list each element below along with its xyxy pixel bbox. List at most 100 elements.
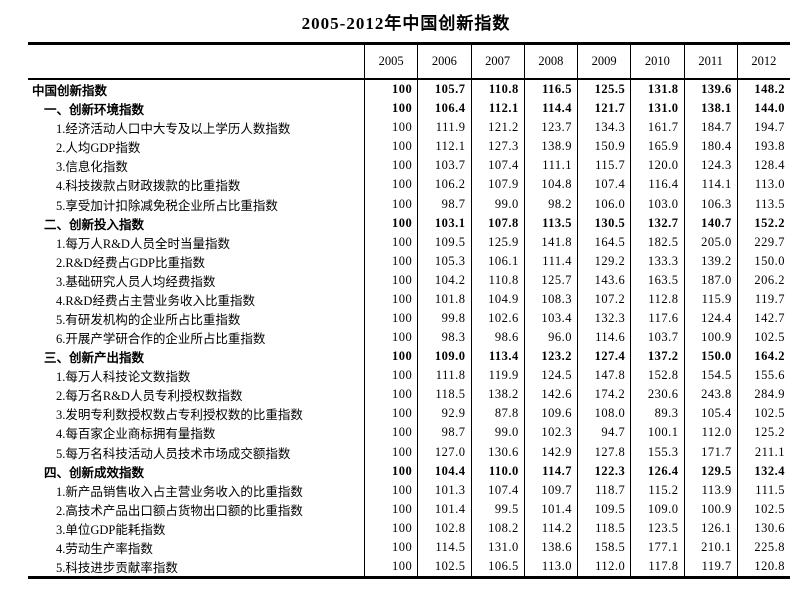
cell-value: 177.1	[630, 537, 683, 557]
page-title: 2005-2012年中国创新指数	[301, 14, 511, 33]
cell-value: 100	[364, 194, 417, 214]
cell-value: 229.7	[736, 232, 790, 252]
cell-value: 182.5	[630, 232, 683, 252]
cell-value: 112.0	[577, 556, 630, 577]
cell-value: 106.5	[470, 556, 524, 577]
cell-value: 100	[364, 556, 417, 577]
cell-value: 100	[364, 423, 417, 443]
cell-value: 143.6	[577, 270, 630, 290]
cell-value: 107.4	[470, 156, 524, 176]
row-label: 2.高技术产品出口额占货物出口额的比重指数	[56, 503, 303, 518]
cell-value: 225.8	[736, 537, 790, 557]
cell-value: 140.7	[683, 213, 737, 233]
cell-value: 205.0	[683, 232, 737, 252]
cell-value: 123.5	[630, 518, 683, 538]
cell-value: 100.9	[683, 499, 737, 519]
table-row: 4.劳动生产率指数 100 114.5 131.0 138.6 158.5 177.1 210…	[28, 537, 790, 557]
cell-value: 112.0	[683, 423, 737, 443]
cell-value: 142.7	[736, 308, 790, 329]
table-row: 3.发明专利数授权数占专利授权数的比重指数 100 92.9 87.8 109.6 108…	[28, 404, 790, 424]
cell-value: 108.3	[523, 289, 577, 309]
cell-value: 98.6	[470, 328, 524, 348]
cell-value: 105.3	[417, 251, 470, 271]
cell-value: 113.0	[736, 175, 790, 195]
cell-value: 155.3	[630, 442, 683, 462]
cell-value: 89.3	[630, 404, 683, 424]
cell-value: 111.8	[417, 366, 470, 386]
cell-value: 122.3	[577, 461, 630, 481]
row-label: 三、创新产出指数	[44, 351, 145, 366]
cell-value: 132.7	[630, 213, 683, 233]
cell-value: 100	[364, 537, 417, 557]
header-label-spacer	[28, 45, 364, 78]
cell-value: 152.8	[630, 366, 683, 386]
table-row: 1.每万人R&D人员全时当量指数 100 109.5 125.9 141.8 164.5 1…	[28, 232, 790, 252]
cell-value: 132.3	[577, 308, 630, 329]
cell-value: 103.7	[630, 328, 683, 348]
table-row: 四、创新成效指数 100 104.4 110.0 114.7 122.3 126.4 129.…	[28, 461, 790, 481]
cell-value: 127.4	[577, 347, 630, 367]
table-row: 5.享受加计扣除减免税企业所占比重指数 100 98.7 99.0 98.2 106.0 1…	[28, 194, 790, 214]
cell-value: 100	[364, 289, 417, 309]
cell-value: 100	[364, 480, 417, 500]
cell-value: 111.5	[736, 480, 790, 500]
year-header: 2007	[470, 45, 524, 78]
cell-value: 113.4	[470, 347, 524, 367]
cell-value: 101.4	[523, 499, 577, 519]
cell-value: 100	[364, 328, 417, 348]
cell-value: 101.3	[417, 480, 470, 500]
cell-value: 118.5	[577, 518, 630, 538]
cell-value: 115.9	[683, 289, 737, 309]
row-label: 2.人均GDP指数	[56, 141, 141, 156]
row-label: 5.享受加计扣除减免税企业所占比重指数	[56, 198, 278, 213]
cell-value: 103.7	[417, 156, 470, 176]
cell-value: 111.9	[417, 118, 470, 138]
cell-value: 130.6	[736, 518, 790, 538]
cell-value: 106.3	[683, 194, 737, 214]
cell-value: 108.0	[577, 404, 630, 424]
cell-value: 113.5	[736, 194, 790, 214]
cell-value: 100	[364, 80, 417, 100]
year-header: 2005	[364, 45, 417, 78]
cell-value: 100	[364, 175, 417, 195]
cell-value: 109.7	[523, 480, 577, 500]
cell-value: 102.8	[417, 518, 470, 538]
cell-value: 187.0	[683, 270, 737, 290]
cell-value: 100	[364, 156, 417, 176]
cell-value: 138.1	[683, 99, 737, 119]
cell-value: 103.1	[417, 213, 470, 233]
row-label: 3.发明专利数授权数占专利授权数的比重指数	[56, 408, 303, 423]
cell-value: 87.8	[470, 404, 524, 424]
row-label: 5.每万名科技活动人员技术市场成交额指数	[56, 446, 291, 461]
cell-value: 102.5	[736, 328, 790, 348]
cell-value: 100	[364, 404, 417, 424]
cell-value: 115.2	[630, 480, 683, 500]
cell-value: 131.0	[470, 537, 524, 557]
row-label: 一、创新环境指数	[44, 103, 145, 118]
year-header: 2010	[630, 45, 683, 78]
cell-value: 100	[364, 518, 417, 538]
cell-value: 101.4	[417, 499, 470, 519]
cell-value: 107.2	[577, 289, 630, 309]
cell-value: 114.1	[683, 175, 737, 195]
row-label: 中国创新指数	[32, 84, 108, 99]
cell-value: 100	[364, 232, 417, 252]
cell-value: 133.3	[630, 251, 683, 271]
cell-value: 106.4	[417, 99, 470, 119]
cell-value: 102.5	[736, 404, 790, 424]
cell-value: 112.1	[470, 99, 524, 119]
row-label: 1.新产品销售收入占主营业务收入的比重指数	[56, 484, 303, 499]
cell-value: 154.5	[683, 366, 737, 386]
year-header-row: 2005 2006 2007 2008 2009 2010 2011 2012	[28, 45, 790, 80]
cell-value: 100.9	[683, 328, 737, 348]
table-row: 中国创新指数 100 105.7 110.8 116.5 125.5 131.8 139.6 1…	[28, 80, 790, 100]
cell-value: 129.2	[577, 251, 630, 271]
cell-value: 105.4	[683, 404, 737, 424]
cell-value: 124.5	[523, 366, 577, 386]
cell-value: 100	[364, 270, 417, 290]
table-row: 5.有研发机构的企业所占比重指数 100 99.8 102.6 103.4 132.3 11…	[28, 308, 790, 329]
cell-value: 152.2	[736, 213, 790, 233]
cell-value: 142.9	[523, 442, 577, 462]
cell-value: 113.0	[523, 556, 577, 577]
row-label: 2.R&D经费占GDP比重指数	[56, 255, 205, 270]
